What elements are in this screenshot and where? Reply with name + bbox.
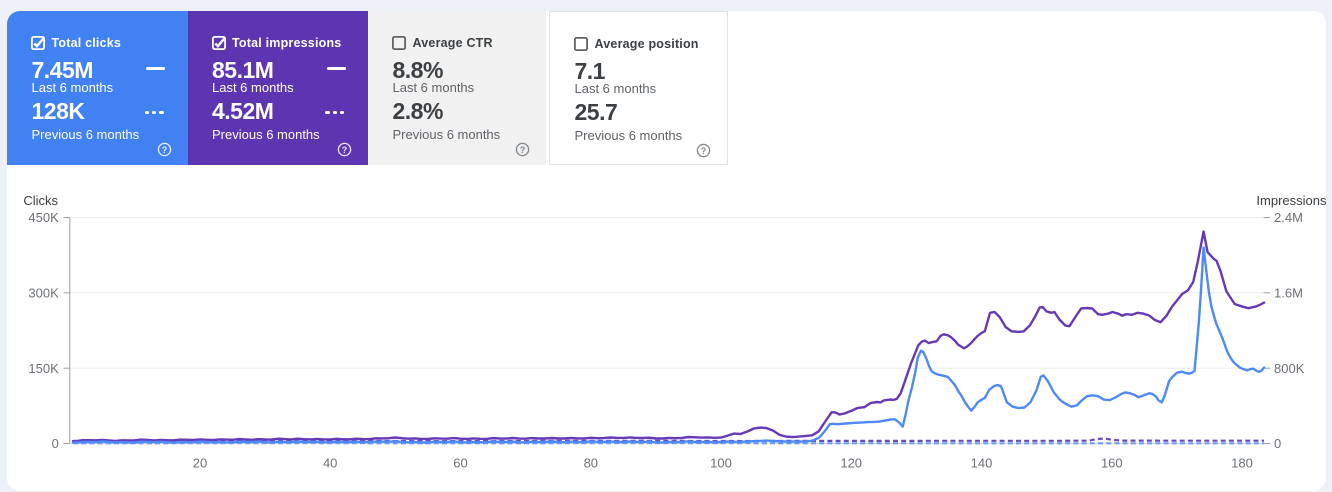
svg-text:150K: 150K: [28, 361, 59, 376]
svg-text:80: 80: [584, 456, 598, 471]
svg-text:?: ?: [519, 145, 525, 155]
svg-text:160: 160: [1101, 456, 1123, 471]
svg-text:120: 120: [840, 456, 862, 471]
svg-text:0: 0: [1274, 436, 1281, 451]
svg-text:2.4M: 2.4M: [1274, 210, 1303, 225]
svg-text:?: ?: [342, 145, 348, 155]
svg-text:?: ?: [700, 146, 706, 156]
svg-text:20: 20: [193, 456, 207, 471]
svg-text:140: 140: [971, 456, 993, 471]
svg-text:60: 60: [453, 456, 467, 471]
svg-text:?: ?: [161, 145, 167, 155]
svg-text:450K: 450K: [28, 210, 59, 225]
svg-text:Clicks: Clicks: [23, 193, 58, 208]
svg-text:180: 180: [1231, 456, 1253, 471]
svg-text:800K: 800K: [1274, 361, 1305, 376]
svg-text:300K: 300K: [28, 286, 59, 301]
svg-text:40: 40: [323, 456, 337, 471]
svg-text:100: 100: [710, 456, 732, 471]
svg-text:1.6M: 1.6M: [1274, 286, 1303, 301]
svg-text:Impressions: Impressions: [1256, 193, 1327, 208]
svg-text:0: 0: [52, 436, 59, 451]
